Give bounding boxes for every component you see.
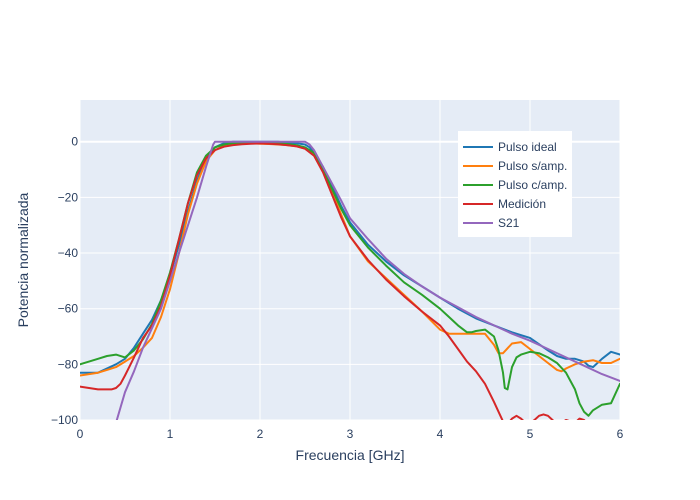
legend-item[interactable]: Pulso s/amp. <box>463 159 567 173</box>
legend[interactable]: Pulso ideal Pulso s/amp. Pulso c/amp. Medic… <box>458 131 572 237</box>
y-axis-title: Potencia normalizada <box>15 192 31 327</box>
y-tick-label: 0 <box>71 135 78 149</box>
y-tick-label: −40 <box>58 246 79 260</box>
series-line <box>80 142 620 377</box>
x-axis-ticks: 0 1 2 3 4 5 6 <box>77 427 624 441</box>
y-tick-label: −100 <box>51 413 78 427</box>
legend-label: Pulso s/amp. <box>498 159 567 173</box>
x-tick-label: 6 <box>617 427 624 441</box>
legend-label: S21 <box>498 216 520 230</box>
legend-item[interactable]: Pulso ideal <box>463 140 557 154</box>
legend-item[interactable]: S21 <box>463 216 520 230</box>
y-axis-ticks: −100 −80 −60 −40 −20 0 <box>51 135 78 427</box>
series-line <box>80 142 586 420</box>
series-layer <box>80 140 620 420</box>
legend-label: Medición <box>498 197 546 211</box>
y-tick-label: −60 <box>58 302 79 316</box>
x-axis-title: Frecuencia [GHz] <box>296 447 405 463</box>
x-tick-label: 2 <box>257 427 264 441</box>
legend-item[interactable]: Medición <box>463 197 546 211</box>
legend-label: Pulso ideal <box>498 140 557 154</box>
series-line <box>115 140 620 420</box>
x-tick-label: 1 <box>167 427 174 441</box>
x-tick-label: 4 <box>437 427 444 441</box>
x-tick-label: 3 <box>347 427 354 441</box>
legend-label: Pulso c/amp. <box>498 178 567 192</box>
y-tick-label: −80 <box>58 357 79 371</box>
y-tick-label: −20 <box>58 190 79 204</box>
legend-item[interactable]: Pulso c/amp. <box>463 178 567 192</box>
x-tick-label: 5 <box>527 427 534 441</box>
x-tick-label: 0 <box>77 427 84 441</box>
